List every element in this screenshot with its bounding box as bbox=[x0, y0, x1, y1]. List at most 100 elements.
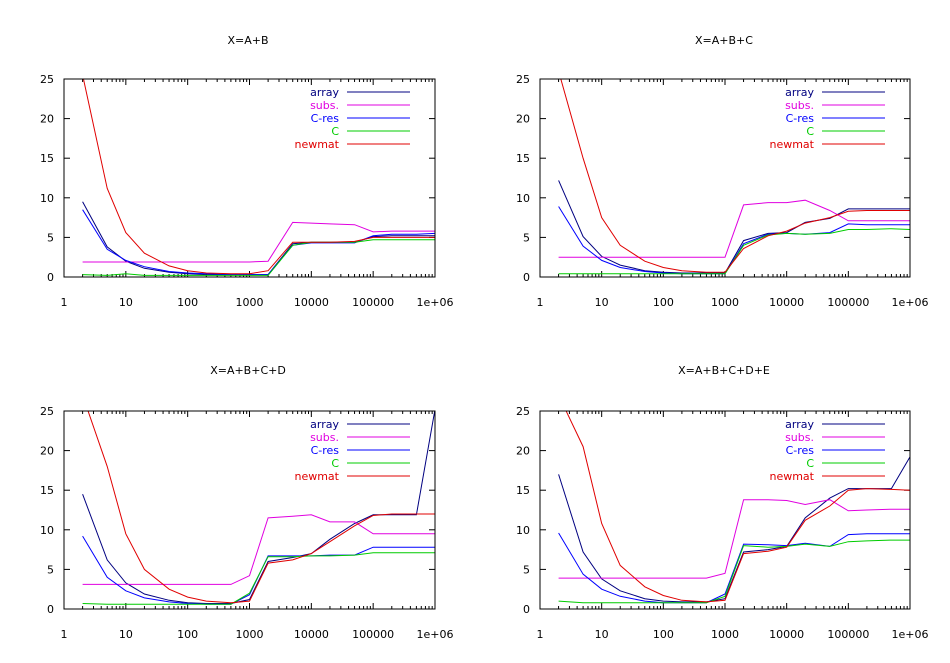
legend-label: C bbox=[806, 125, 814, 138]
x-tick-label: 10000 bbox=[769, 628, 804, 641]
y-tick-label: 10 bbox=[516, 524, 530, 537]
series-line-newmat bbox=[565, 411, 910, 603]
plot-frame bbox=[63, 78, 436, 278]
series-line-subs bbox=[82, 221, 435, 263]
chart-title: X=A+B+C+D bbox=[210, 364, 286, 377]
y-tick-label: 15 bbox=[516, 152, 530, 165]
legend-label: array bbox=[310, 86, 339, 99]
y-tick-label: 10 bbox=[40, 524, 54, 537]
x-tick-label: 10000 bbox=[294, 628, 329, 641]
x-tick-label: 10000 bbox=[294, 296, 329, 309]
series-line-c bbox=[558, 539, 910, 604]
y-tick-label: 0 bbox=[47, 603, 54, 616]
y-tick-label: 0 bbox=[47, 271, 54, 284]
x-tick-label: 1000 bbox=[711, 628, 739, 641]
x-tick-label: 10 bbox=[119, 628, 133, 641]
legend-label: subs. bbox=[310, 431, 339, 444]
legend-label: array bbox=[310, 418, 339, 431]
x-tick-label: 100000 bbox=[827, 628, 869, 641]
chart-title: X=A+B+C bbox=[695, 34, 753, 47]
x-tick-label: 1 bbox=[61, 296, 68, 309]
x-tick-label: 10 bbox=[119, 296, 133, 309]
legend-label: subs. bbox=[785, 99, 814, 112]
y-tick-label: 10 bbox=[516, 192, 530, 205]
x-tick-label: 100000 bbox=[352, 628, 394, 641]
y-tick-label: 0 bbox=[523, 603, 530, 616]
legend-label: newmat bbox=[294, 470, 339, 483]
legend-label: C bbox=[806, 457, 814, 470]
x-tick-label: 1000 bbox=[236, 628, 264, 641]
series-line-subs bbox=[558, 499, 910, 579]
series-line-array bbox=[558, 180, 910, 274]
legend-label: C-res bbox=[786, 444, 815, 457]
legend-label: C bbox=[331, 125, 339, 138]
x-tick-label: 1 bbox=[537, 296, 544, 309]
chart-title: X=A+B bbox=[227, 34, 268, 47]
x-tick-label: 1000 bbox=[711, 296, 739, 309]
series-line-newmat bbox=[560, 79, 910, 273]
plot-frame bbox=[539, 410, 911, 610]
legend-label: newmat bbox=[769, 470, 814, 483]
y-tick-label: 25 bbox=[40, 73, 54, 86]
y-tick-label: 20 bbox=[40, 445, 54, 458]
legend-label: array bbox=[785, 86, 814, 99]
x-tick-label: 100000 bbox=[827, 296, 869, 309]
y-tick-label: 10 bbox=[40, 192, 54, 205]
y-tick-label: 5 bbox=[523, 563, 530, 576]
series-line-newmat bbox=[87, 411, 435, 604]
y-tick-label: 25 bbox=[40, 405, 54, 418]
series-group bbox=[558, 79, 910, 275]
series-line-subs bbox=[82, 514, 435, 585]
legend-label: C-res bbox=[786, 112, 815, 125]
series-line-c bbox=[82, 239, 435, 276]
legend-label: newmat bbox=[294, 138, 339, 151]
legend-label: C bbox=[331, 457, 339, 470]
y-tick-label: 0 bbox=[523, 271, 530, 284]
chart-panel: X=A+B+C 0 5 10 15 20 25 1 10 100 1000 10000 100000 1e… bbox=[516, 34, 928, 309]
plot-frame bbox=[539, 78, 911, 278]
series-line-newmat bbox=[82, 79, 435, 275]
plot-frame bbox=[63, 410, 436, 610]
y-tick-label: 5 bbox=[47, 563, 54, 576]
y-tick-label: 20 bbox=[516, 445, 530, 458]
legend-label: array bbox=[785, 418, 814, 431]
x-tick-label: 1e+06 bbox=[892, 296, 929, 309]
series-line-c bbox=[558, 228, 910, 275]
y-tick-label: 20 bbox=[40, 113, 54, 126]
x-tick-label: 1 bbox=[61, 628, 68, 641]
chart-title: X=A+B+C+D+E bbox=[678, 364, 770, 377]
x-tick-label: 1e+06 bbox=[892, 628, 929, 641]
series-line-subs bbox=[558, 199, 910, 258]
legend-label: subs. bbox=[310, 99, 339, 112]
x-tick-label: 10000 bbox=[769, 296, 804, 309]
x-tick-label: 1e+06 bbox=[417, 296, 454, 309]
x-tick-label: 1 bbox=[537, 628, 544, 641]
x-tick-label: 100 bbox=[653, 296, 674, 309]
y-tick-label: 5 bbox=[523, 231, 530, 244]
x-tick-label: 10 bbox=[595, 628, 609, 641]
x-tick-label: 1000 bbox=[236, 296, 264, 309]
chart-panel: X=A+B 0 5 10 15 20 25 1 10 100 1000 10000 100000 1e+0… bbox=[40, 34, 453, 309]
y-tick-label: 15 bbox=[40, 152, 54, 165]
series-group bbox=[558, 411, 910, 604]
x-tick-label: 1e+06 bbox=[417, 628, 454, 641]
legend-label: newmat bbox=[769, 138, 814, 151]
chart-panel: X=A+B+C+D+E 0 5 10 15 20 25 1 10 100 1000 10000 1000… bbox=[516, 364, 928, 641]
y-tick-label: 15 bbox=[40, 484, 54, 497]
x-tick-label: 100000 bbox=[352, 296, 394, 309]
series-line-cres bbox=[82, 209, 435, 276]
series-line-array bbox=[558, 456, 910, 603]
y-tick-label: 20 bbox=[516, 113, 530, 126]
legend-label: C-res bbox=[311, 444, 340, 457]
y-tick-label: 15 bbox=[516, 484, 530, 497]
y-tick-label: 5 bbox=[47, 231, 54, 244]
series-group bbox=[82, 411, 435, 605]
x-tick-label: 100 bbox=[177, 628, 198, 641]
legend-label: subs. bbox=[785, 431, 814, 444]
series-line-cres bbox=[558, 532, 910, 604]
series-group bbox=[82, 79, 435, 276]
